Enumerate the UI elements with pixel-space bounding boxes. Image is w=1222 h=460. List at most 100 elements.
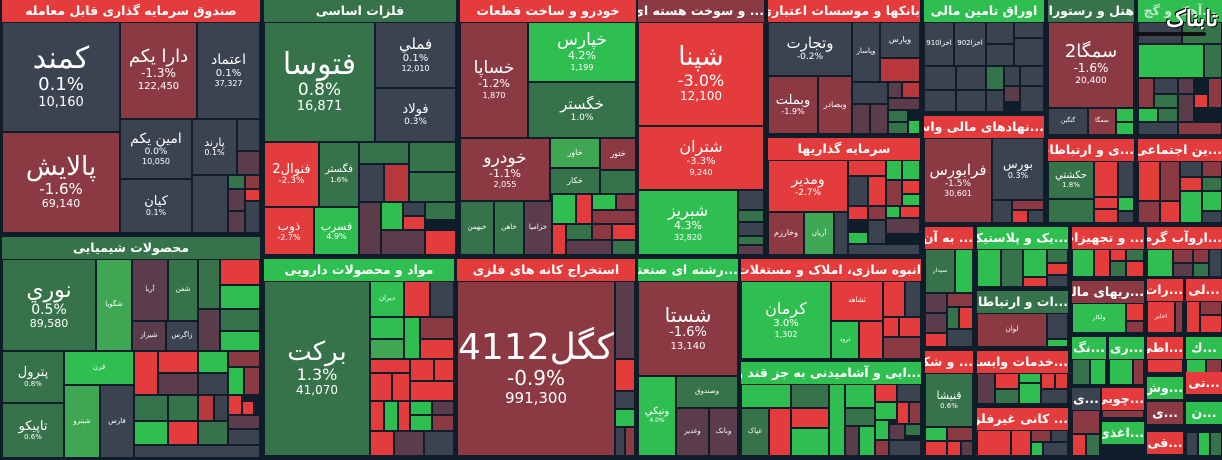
sector-oil[interactable]: ... و سوخت هسته ای شپنا -3.0% 12,100 شتر… [638,0,764,255]
tile-small[interactable] [370,373,392,401]
tile-small[interactable] [592,210,636,224]
tile-small[interactable] [1118,197,1134,211]
sector-s10[interactable]: ...چوبی [1102,388,1144,418]
sector-header[interactable]: ...لی [1186,279,1222,301]
sector-header[interactable]: ...ری [1109,337,1144,359]
tile-small[interactable] [424,431,454,456]
sector-finmid[interactable]: ...نهادهای مالی واسط فرابورس -1.5% 30,60… [924,116,1044,223]
tile-small[interactable] [1208,78,1222,108]
tile-vbemellat[interactable]: وبملت -1.9% [768,76,818,134]
tile-small[interactable] [1109,359,1133,385]
tile-small[interactable] [791,428,829,456]
tile-small[interactable] [1116,108,1134,122]
tile-small[interactable] [1210,432,1222,456]
sector-food[interactable]: ...ایی و آشامیدنی به جز قند و شکر غپاک [741,362,921,456]
tile-vbank[interactable]: وبانک [709,408,738,456]
tile-khtoor[interactable]: ختور [600,138,636,170]
tile-small[interactable] [616,194,636,210]
tile-small[interactable] [1186,301,1200,333]
tile-small[interactable] [1031,442,1043,456]
sector-invest[interactable]: سرمایه گذاریها ومدیر -2.7% وخارزم آریان [768,138,920,255]
tile-small[interactable] [158,351,198,373]
sector-rubber[interactable]: ...یک و پلاستیک [977,227,1068,287]
tile-small[interactable] [1126,261,1144,277]
tile-small[interactable] [738,210,764,222]
tile-small[interactable] [425,202,456,220]
tile-khpars[interactable]: خپارس 4.2% 1,199 [528,22,636,82]
tile-small[interactable] [868,176,886,206]
tile-small[interactable] [392,373,410,401]
tile-arian[interactable]: آریان [804,212,834,255]
tile-shiraz[interactable]: شیراز [132,321,166,351]
tile-small[interactable] [1138,201,1160,223]
tile-hekeshti[interactable]: حکشتي 1.8% [1048,161,1094,199]
tile-kerman[interactable]: کرمان 3.0% 1,302 [741,281,831,359]
tile-small[interactable] [198,259,220,309]
tile-small[interactable] [1202,161,1222,177]
tile-small[interactable] [1186,432,1198,456]
tile-zagros[interactable]: زاگرس [166,321,198,351]
tile-small[interactable] [1014,38,1044,66]
sector-nonmetal[interactable]: ... کانی غیرفلزی [977,408,1068,456]
tile-small[interactable] [398,401,410,431]
tile-small[interactable] [370,317,404,339]
tile-small[interactable] [875,402,897,420]
tile-small[interactable] [394,431,424,456]
tile-small[interactable] [1173,249,1193,263]
tile-small[interactable] [829,384,845,456]
tile-small[interactable] [420,339,454,359]
tile-small[interactable] [986,22,1014,44]
tile-akhaber[interactable]: اخابر [1147,301,1175,333]
tile-small[interactable] [1110,261,1126,277]
tile-small[interactable] [834,212,848,255]
tile-small[interactable] [625,427,635,456]
tile-amin-yekom[interactable]: امین یکم 0.0% 10,050 [120,119,192,179]
tile-ghenisha[interactable]: قنیشا 0.6% [925,373,973,427]
tile-small[interactable] [198,395,214,421]
sector-header[interactable]: ... و تجهیزات [1072,227,1144,249]
tile-khbahman[interactable]: خبهمن [460,201,494,255]
sector-header[interactable]: هتل و رستوران [1048,0,1134,22]
sector-header[interactable]: استخراج کانه های فلزی [457,259,635,281]
tile-small[interactable] [615,409,635,427]
tile-small[interactable] [228,429,260,445]
tile-small[interactable] [430,281,454,317]
tile-khasapa[interactable]: خساپا -1.2% 1,870 [460,22,528,138]
tile-small[interactable] [886,218,920,234]
sector-header[interactable]: ...رشته ای صنعتی [638,259,738,281]
tile-small[interactable] [886,160,902,180]
tile-small[interactable] [852,104,870,134]
tile-small[interactable] [1047,275,1068,287]
sector-services[interactable]: ...خدمات وابسته [977,351,1068,404]
tile-small[interactable] [888,110,908,122]
tile-small[interactable] [244,367,260,395]
tile-fasorb[interactable]: فسرب 4.9% [314,207,359,255]
tile-small[interactable] [888,98,920,110]
tile-small[interactable] [925,313,947,333]
tile-small[interactable] [959,307,973,329]
tile-vtejarat[interactable]: وتجارت -0.2% [768,22,852,76]
sector-s14[interactable]: ...قی [1147,432,1183,456]
tile-shabriz[interactable]: شبریز 4.3% 32,820 [638,190,738,255]
tile-small[interactable] [995,373,1019,389]
tile-vpasar[interactable]: وپاسار [852,22,880,82]
sector-s3[interactable]: ...نگ [1072,337,1106,385]
tile-small[interactable] [1204,44,1222,78]
sector-metals[interactable]: فلزات اساسی فتوسا 0.8% 16,871 فملي 0.1% … [264,0,456,255]
tile-small[interactable] [1126,249,1144,261]
sector-pharma[interactable]: مواد و محصولات دارویی برکت 1.3% 41,070 د… [264,259,454,456]
tile-small[interactable] [552,224,566,255]
sector-multi[interactable]: ...رشته ای صنعتی شستا -1.6% 13,140 ونیکي… [638,259,738,456]
tile-small[interactable] [977,373,995,404]
tile-small[interactable] [359,142,409,164]
tile-small[interactable] [875,384,897,402]
sector-header[interactable]: ...اطی [1147,337,1183,359]
tile-small[interactable] [1193,263,1209,277]
sector-header[interactable]: ...اغذی [1102,422,1144,444]
sector-header[interactable]: ...وش [1147,377,1183,399]
tile-small[interactable] [198,373,228,395]
tile-small[interactable] [1209,249,1222,277]
tile-palayesh[interactable]: پالایش -1.6% 69,140 [2,132,120,233]
tile-small[interactable] [592,224,612,240]
tile-small[interactable] [875,440,889,456]
